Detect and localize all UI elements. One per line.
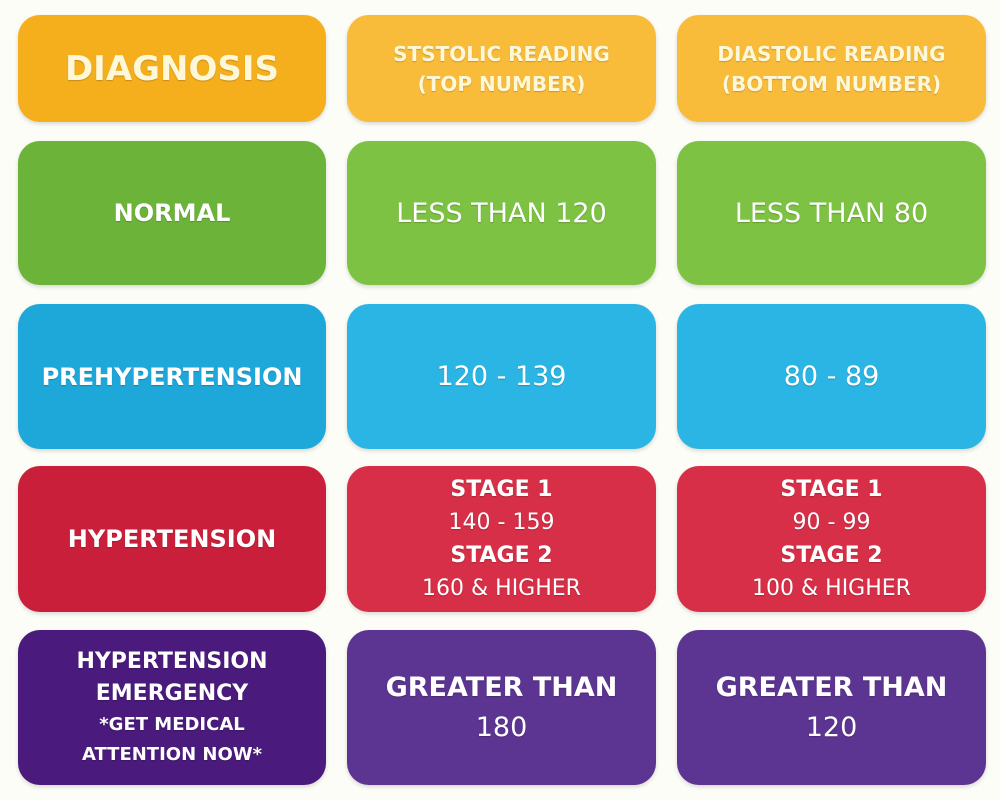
header-systolic-line1: STSTOLIC READING — [393, 41, 610, 66]
hypertension-systolic: STAGE 1 140 - 159 STAGE 2 160 & HIGHER — [347, 466, 656, 612]
emergency-note-line1: *GET MEDICAL — [99, 713, 245, 735]
diastolic-stage2-label: STAGE 2 — [780, 543, 883, 568]
emergency-diagnosis: HYPERTENSION EMERGENCY *GET MEDICAL ATTE… — [18, 630, 326, 785]
header-diastolic: DIASTOLIC READING (BOTTOM NUMBER) — [677, 15, 986, 122]
emergency-diastolic: GREATER THAN 120 — [677, 630, 986, 785]
normal-diastolic-value: LESS THAN 80 — [734, 197, 929, 229]
emergency-systolic: GREATER THAN 180 — [347, 630, 656, 785]
diastolic-stage1-value: 90 - 99 — [792, 510, 871, 535]
header-systolic: STSTOLIC READING (TOP NUMBER) — [347, 15, 656, 122]
header-diagnosis-label: DIAGNOSIS — [64, 48, 280, 89]
emergency-diastolic-line1: GREATER THAN — [715, 671, 948, 703]
normal-systolic-value: LESS THAN 120 — [396, 197, 607, 229]
diastolic-stage1-label: STAGE 1 — [780, 477, 883, 502]
hypertension-diastolic: STAGE 1 90 - 99 STAGE 2 100 & HIGHER — [677, 466, 986, 612]
emergency-systolic-line1: GREATER THAN — [385, 671, 618, 703]
prehypertension-diagnosis: PREHYPERTENSION — [18, 304, 326, 449]
diastolic-stage2-value: 100 & HIGHER — [752, 576, 911, 601]
systolic-stage2-label: STAGE 2 — [450, 543, 553, 568]
prehypertension-diastolic: 80 - 89 — [677, 304, 986, 449]
prehypertension-label: PREHYPERTENSION — [41, 362, 303, 391]
emergency-label-line1: HYPERTENSION — [76, 648, 268, 674]
systolic-stage1-label: STAGE 1 — [450, 477, 553, 502]
prehypertension-systolic-value: 120 - 139 — [436, 361, 567, 392]
emergency-diastolic-value: 120 — [805, 711, 858, 743]
prehypertension-systolic: 120 - 139 — [347, 304, 656, 449]
emergency-systolic-value: 180 — [475, 711, 528, 743]
hypertension-diagnosis: HYPERTENSION — [18, 466, 326, 612]
normal-diastolic: LESS THAN 80 — [677, 141, 986, 285]
systolic-stage1-value: 140 - 159 — [448, 510, 555, 535]
header-diastolic-line1: DIASTOLIC READING — [717, 41, 946, 66]
normal-systolic: LESS THAN 120 — [347, 141, 656, 285]
hypertension-label: HYPERTENSION — [67, 525, 277, 553]
normal-diagnosis: NORMAL — [18, 141, 326, 285]
normal-label: NORMAL — [113, 199, 231, 227]
header-systolic-line2: (TOP NUMBER) — [417, 71, 586, 96]
emergency-note-line2: ATTENTION NOW* — [81, 743, 263, 765]
header-diagnosis: DIAGNOSIS — [18, 15, 326, 122]
prehypertension-diastolic-value: 80 - 89 — [783, 361, 880, 392]
header-diastolic-line2: (BOTTOM NUMBER) — [721, 71, 942, 96]
systolic-stage2-value: 160 & HIGHER — [422, 576, 581, 601]
emergency-label-line2: EMERGENCY — [95, 680, 249, 706]
